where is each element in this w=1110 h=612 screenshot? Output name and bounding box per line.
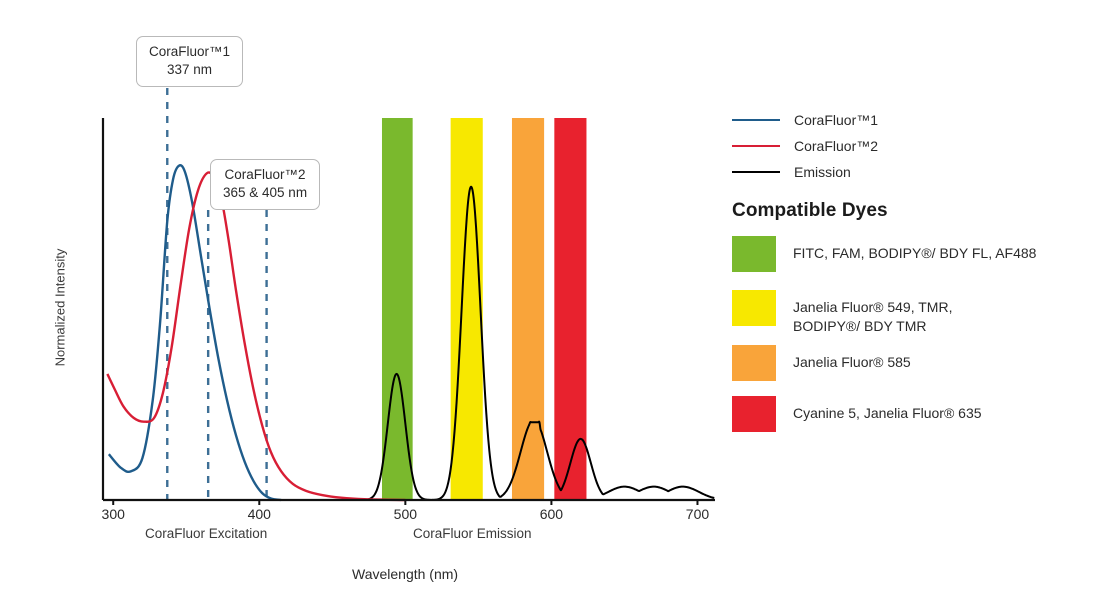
legend-dye-label: Cyanine 5, Janelia Fluor® 635 — [793, 405, 982, 421]
dye-band — [450, 118, 483, 500]
legend-dye-item[interactable]: FITC, FAM, BODIPY®/ BDY FL, AF488 — [732, 236, 1036, 272]
chart-area: Normalized Intensity 300 400 500 600 700 Cor… — [52, 36, 715, 582]
x-tick-label: 600 — [539, 506, 564, 522]
legend-series-item[interactable]: CoraFluor™2 — [732, 138, 878, 154]
dye-band — [554, 118, 587, 500]
legend-dye-label: Janelia Fluor® 549, TMR, BODIPY®/ BDY TMR — [793, 299, 953, 334]
spectra-plot — [101, 88, 715, 505]
dye-band — [511, 118, 545, 500]
excitation-marker-lines — [166, 88, 268, 500]
emission-curve — [361, 185, 715, 501]
legend-line-swatch — [732, 171, 780, 173]
x-tick-label: 500 — [393, 506, 418, 522]
callout-coraflour1: CoraFluor™1 337 nm — [136, 36, 244, 87]
callout-coraflour1-title: CoraFluor™1 — [149, 44, 231, 59]
legend-series-label: CoraFluor™1 — [794, 112, 879, 128]
legend-dye-item[interactable]: Janelia Fluor® 585 — [732, 345, 911, 381]
legend-line-swatch — [732, 145, 780, 147]
x-axis-ticks — [112, 500, 699, 505]
legend-dyes-title: Compatible Dyes — [732, 200, 888, 221]
legend-dye-swatch — [732, 345, 776, 381]
legend-line-swatch — [732, 119, 780, 121]
legend-dye-item[interactable]: Janelia Fluor® 549, TMR, BODIPY®/ BDY TMR — [732, 290, 952, 336]
coraflour1-excitation-curve — [107, 164, 282, 502]
callout-coraflour1-value: 337 nm — [167, 61, 213, 77]
x-region-label-excitation: CoraFluor Excitation — [145, 526, 268, 541]
legend-panel: CoraFluor™1 CoraFluor™2 Emission Compatibl… — [730, 0, 1110, 612]
legend-dye-swatch — [732, 236, 776, 272]
legend-dye-swatch — [732, 290, 776, 326]
callout-coraflour2-value: 365 & 405 nm — [223, 184, 308, 200]
legend-dye-swatch — [732, 396, 776, 432]
x-tick-label: 700 — [685, 506, 710, 522]
legend-dye-label: Janelia Fluor® 585 — [793, 354, 911, 370]
x-tick-label: 300 — [101, 506, 125, 522]
legend-dye-item[interactable]: Cyanine 5, Janelia Fluor® 635 — [732, 396, 982, 432]
legend-series-label: CoraFluor™2 — [794, 138, 879, 154]
x-axis-label: Wavelength (nm) — [352, 566, 459, 582]
y-axis-label: Normalized Intensity — [52, 248, 68, 367]
legend-series-item[interactable]: CoraFluor™1 — [732, 112, 878, 128]
callout-coraflour2: CoraFluor™2 365 & 405 nm — [210, 159, 321, 210]
dye-band-group — [381, 118, 587, 500]
coraflour2-excitation-curve — [106, 171, 406, 502]
x-region-label-emission: CoraFluor Emission — [413, 526, 532, 541]
legend-series-item[interactable]: Emission — [732, 164, 851, 180]
x-tick-label: 400 — [247, 506, 271, 522]
legend-series-label: Emission — [794, 164, 851, 180]
legend-dye-label: FITC, FAM, BODIPY®/ BDY FL, AF488 — [793, 245, 1037, 261]
callout-coraflour2-title: CoraFluor™2 — [224, 167, 306, 182]
